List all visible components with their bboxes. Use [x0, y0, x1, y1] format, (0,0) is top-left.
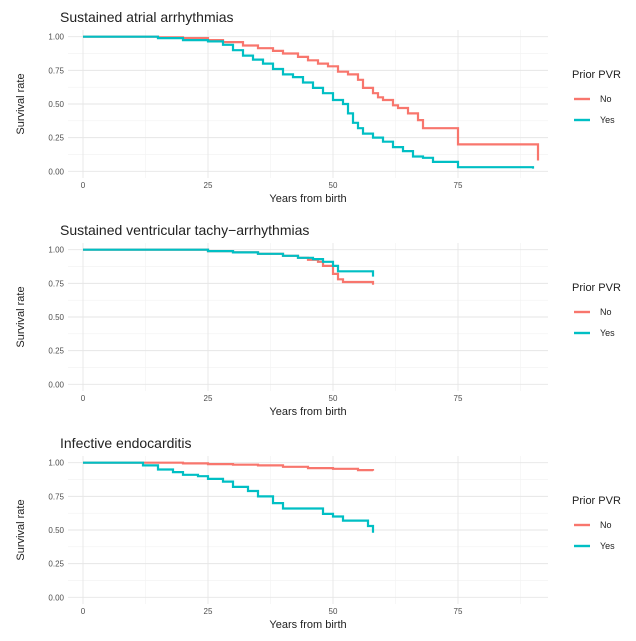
x-axis-title: Years from birth — [269, 619, 346, 631]
legend-label-no: No — [600, 307, 612, 317]
y-tick-label: 0.50 — [48, 526, 64, 535]
chart-title: Sustained ventricular tachy−arrhythmias — [60, 222, 309, 238]
y-axis-title: Survival rate — [15, 499, 27, 560]
x-tick-label: 0 — [81, 394, 86, 403]
y-tick-label: 0.25 — [48, 560, 64, 569]
x-tick-label: 50 — [329, 607, 338, 616]
x-tick-label: 75 — [454, 607, 463, 616]
x-axis-title: Years from birth — [269, 406, 346, 418]
legend-label-no: No — [600, 520, 612, 530]
y-tick-label: 0.50 — [48, 100, 64, 109]
legend-label-no: No — [600, 94, 612, 104]
series-line-no — [83, 35, 540, 161]
x-tick-label: 0 — [81, 181, 86, 190]
legend-label-yes: Yes — [600, 115, 615, 125]
x-tick-label: 0 — [81, 607, 86, 616]
chart-panel-2: Sustained ventricular tachy−arrhythmias 0… — [15, 222, 621, 418]
series-line-yes — [83, 461, 375, 533]
chart-panel-1: Sustained atrial arrhythmias 0 25 50 75 0.00 0… — [15, 9, 621, 205]
y-tick-label: 0.00 — [48, 167, 64, 176]
x-tick-label: 75 — [454, 181, 463, 190]
series-line-yes — [83, 35, 535, 169]
y-tick-label: 0.75 — [48, 279, 64, 288]
legend-title: Prior PVR — [572, 69, 621, 81]
x-axis-title: Years from birth — [269, 193, 346, 205]
chart-title: Sustained atrial arrhythmias — [60, 9, 234, 25]
series-line-yes — [83, 248, 375, 277]
legend-title: Prior PVR — [572, 282, 621, 294]
x-tick-label: 50 — [329, 394, 338, 403]
y-tick-label: 0.25 — [48, 347, 64, 356]
legend-label-yes: Yes — [600, 541, 615, 551]
legend-title: Prior PVR — [572, 495, 621, 507]
y-tick-label: 0.25 — [48, 134, 64, 143]
legend-label-yes: Yes — [600, 328, 615, 338]
series-line-no — [83, 248, 375, 285]
chart-panel-3: Infective endocarditis 0 25 50 75 0.00 0.25 0.5… — [15, 435, 621, 631]
x-tick-label: 25 — [204, 394, 213, 403]
x-tick-label: 25 — [204, 181, 213, 190]
x-tick-label: 50 — [329, 181, 338, 190]
y-tick-label: 1.00 — [48, 33, 64, 42]
y-tick-label: 0.75 — [48, 492, 64, 501]
chart-title: Infective endocarditis — [60, 435, 192, 451]
y-tick-label: 0.00 — [48, 380, 64, 389]
y-tick-label: 0.50 — [48, 313, 64, 322]
y-tick-label: 1.00 — [48, 459, 64, 468]
y-tick-label: 0.75 — [48, 66, 64, 75]
x-tick-label: 25 — [204, 607, 213, 616]
y-axis-title: Survival rate — [15, 286, 27, 347]
series-line-no — [83, 461, 375, 472]
y-tick-label: 1.00 — [48, 246, 64, 255]
y-tick-label: 0.00 — [48, 593, 64, 602]
x-tick-label: 75 — [454, 394, 463, 403]
y-axis-title: Survival rate — [15, 73, 27, 134]
